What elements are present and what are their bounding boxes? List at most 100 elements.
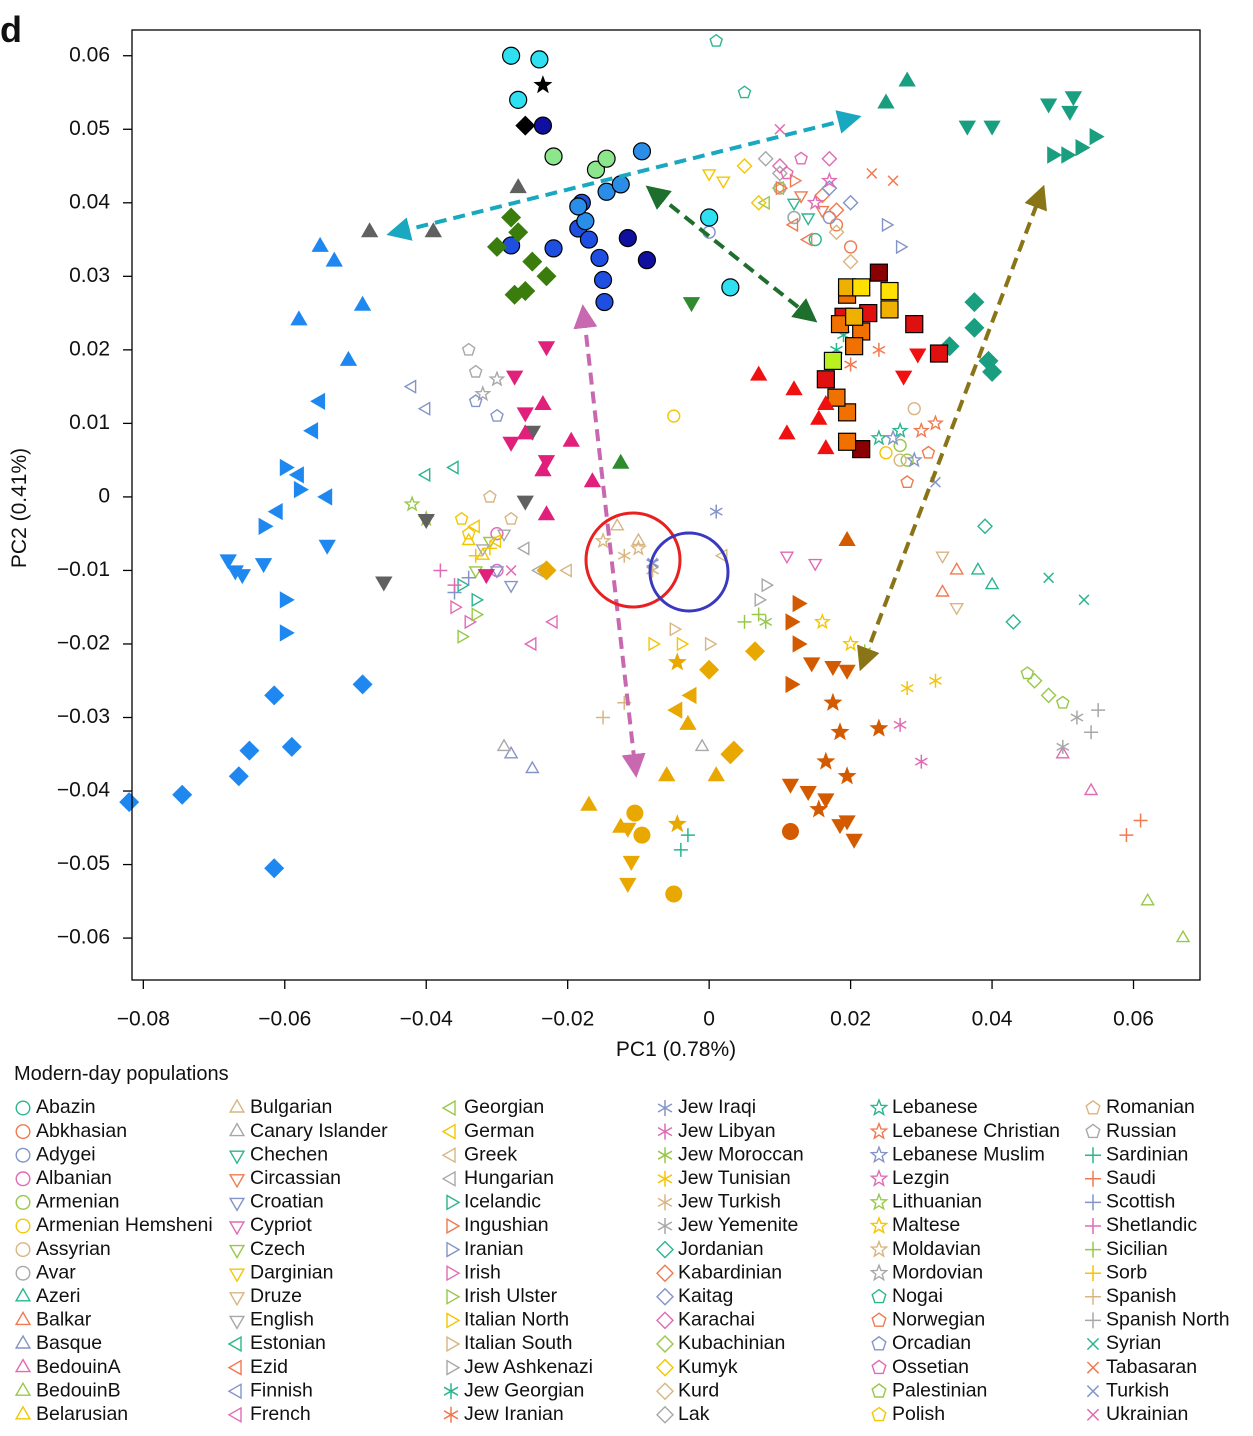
point	[869, 718, 889, 737]
point	[626, 804, 644, 822]
legend-marker	[657, 1170, 673, 1187]
legend-marker	[15, 1124, 31, 1140]
legend-label: Abazin	[36, 1096, 96, 1118]
point	[869, 263, 888, 282]
legend-label: Maltese	[892, 1214, 960, 1236]
point	[1061, 105, 1079, 121]
legend-marker	[871, 1383, 887, 1398]
point	[1040, 687, 1057, 704]
point	[537, 341, 556, 357]
point	[1091, 703, 1106, 718]
point	[530, 50, 549, 69]
point	[844, 357, 858, 372]
point	[1047, 146, 1063, 164]
legend-label: Kurd	[678, 1379, 719, 1401]
y-tick-label: 0.04	[69, 190, 110, 213]
legend-label: Albanian	[36, 1167, 112, 1189]
point	[898, 71, 916, 87]
point	[468, 566, 484, 579]
point	[754, 592, 768, 608]
legend-label: Spanish North	[1106, 1309, 1230, 1331]
legend-label: Irish Ulster	[464, 1285, 558, 1307]
legend-label: Lezgin	[892, 1167, 949, 1189]
point	[447, 578, 462, 593]
legend-label: Estonian	[250, 1332, 326, 1354]
y-tick-label: −0.01	[57, 558, 110, 581]
point	[778, 424, 796, 440]
legend-label: Kaitag	[678, 1285, 733, 1307]
point	[487, 236, 507, 257]
point	[958, 120, 976, 136]
legend-label: Syrian	[1106, 1332, 1161, 1354]
legend-label: Jew Turkish	[678, 1191, 781, 1213]
point	[488, 533, 502, 549]
point	[544, 239, 563, 258]
point	[264, 858, 285, 879]
point	[792, 635, 808, 653]
legend-label: Jew Moroccan	[678, 1143, 804, 1165]
point	[809, 799, 829, 818]
legend-label: Abkhasian	[36, 1120, 127, 1142]
legend-label: Shetlandic	[1106, 1214, 1197, 1236]
point	[482, 541, 497, 556]
point	[483, 489, 497, 503]
point	[817, 439, 835, 455]
legend-label: Armenian Hemsheni	[36, 1214, 213, 1236]
point	[595, 292, 614, 312]
point	[461, 342, 476, 356]
legend-label: Lebanese Muslim	[892, 1143, 1045, 1165]
point	[545, 614, 558, 630]
point	[468, 364, 483, 378]
point	[488, 370, 506, 387]
legend-marker	[1085, 1241, 1101, 1258]
legend-marker	[657, 1194, 673, 1211]
legend-label: Romanian	[1106, 1096, 1195, 1118]
point	[503, 745, 519, 759]
point	[258, 517, 274, 535]
point	[761, 577, 775, 593]
legend-marker	[1085, 1123, 1101, 1139]
legend-label: Canary Islander	[250, 1120, 388, 1142]
legend-marker	[869, 1168, 889, 1187]
point	[837, 766, 857, 785]
point	[845, 337, 864, 356]
legend-label: Ingushian	[464, 1214, 549, 1236]
legend-label: Croatian	[250, 1191, 324, 1213]
point	[824, 661, 842, 676]
legend-marker	[228, 1197, 246, 1212]
point	[172, 784, 193, 805]
arrow	[645, 185, 818, 323]
point	[813, 612, 831, 630]
point	[593, 270, 613, 290]
point	[637, 251, 657, 270]
point	[352, 674, 373, 695]
highlight-circle	[648, 531, 730, 613]
point	[1061, 146, 1077, 164]
point	[1078, 594, 1090, 606]
point	[536, 266, 557, 287]
point	[325, 251, 343, 267]
legend-marker	[871, 1406, 887, 1422]
x-tick-label: −0.02	[541, 1008, 594, 1031]
point	[694, 738, 710, 752]
point	[525, 760, 540, 774]
legend-marker	[446, 1194, 461, 1211]
point	[339, 350, 358, 366]
legend-label: Karachai	[678, 1309, 755, 1331]
legend-marker	[14, 1381, 32, 1396]
point	[792, 594, 808, 613]
point	[781, 822, 799, 840]
point	[450, 599, 463, 615]
legend-label: Orcadian	[892, 1332, 971, 1354]
point	[877, 93, 895, 109]
legend-marker	[228, 1292, 246, 1307]
point	[523, 636, 537, 652]
legend-label: Belarusian	[36, 1403, 128, 1425]
point	[310, 392, 326, 410]
point	[516, 424, 534, 440]
legend-label: Balkar	[36, 1309, 92, 1331]
point	[279, 624, 295, 642]
point	[279, 591, 295, 609]
point	[667, 701, 683, 719]
legend-label: Lak	[678, 1403, 710, 1425]
